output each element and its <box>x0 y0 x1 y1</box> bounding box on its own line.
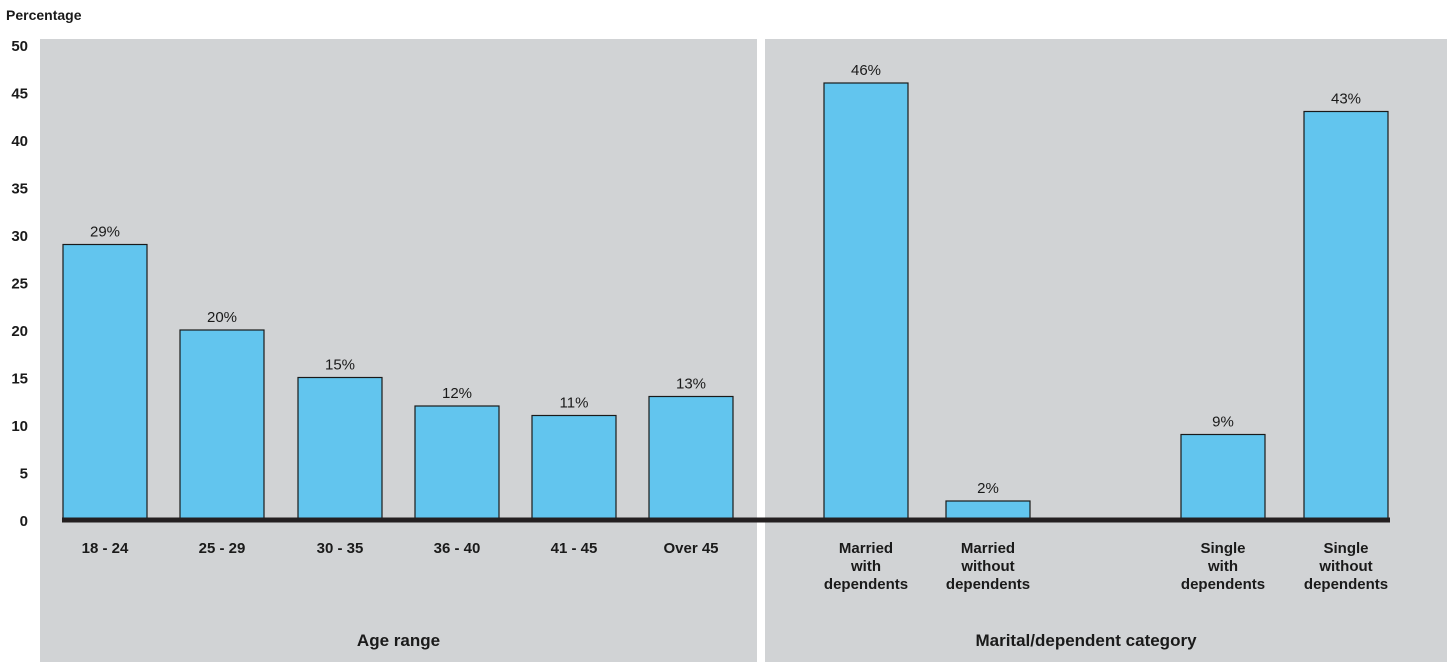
y-tick-label: 30 <box>11 228 28 245</box>
y-axis-ticks: 0 5 10 15 20 25 30 35 40 45 50 <box>11 38 28 530</box>
data-labels: 29% 20% 15% 12% 11% 13% 46% 2% 9% 43% <box>90 62 1361 497</box>
y-tick-label: 0 <box>20 513 28 530</box>
data-label: 11% <box>560 395 589 412</box>
y-tick-label: 15 <box>11 371 28 388</box>
panel-label: Marital/dependent category <box>975 631 1197 650</box>
y-tick-label: 35 <box>11 181 28 198</box>
data-label: 29% <box>90 224 120 241</box>
y-tick-label: 20 <box>11 323 28 340</box>
bar <box>414 405 500 521</box>
bar <box>1303 110 1389 521</box>
bar <box>823 82 909 521</box>
data-label: 43% <box>1331 91 1361 108</box>
bar <box>531 414 617 521</box>
category-label: Over 45 <box>663 540 718 557</box>
category-label: Married without dependents <box>946 540 1030 593</box>
y-axis-label: Percentage <box>6 7 82 23</box>
data-label: 2% <box>977 480 999 497</box>
y-tick-label: 40 <box>11 133 28 150</box>
data-label: 13% <box>676 376 706 393</box>
category-label: 25 - 29 <box>199 540 246 557</box>
y-tick-label: 10 <box>11 418 28 435</box>
panel-labels: Age range Marital/dependent category <box>357 631 1197 650</box>
bar <box>62 243 148 521</box>
y-tick-label: 25 <box>11 276 28 293</box>
category-label: 36 - 40 <box>434 540 481 557</box>
category-label: 30 - 35 <box>317 540 364 557</box>
bar <box>179 329 265 521</box>
data-label: 12% <box>442 385 472 402</box>
bar <box>648 395 734 521</box>
bar <box>945 500 1031 521</box>
data-label: 20% <box>207 309 237 326</box>
bars <box>62 82 1389 521</box>
category-label: 41 - 45 <box>551 540 598 557</box>
y-tick-label: 5 <box>20 466 28 483</box>
panel-background-1 <box>40 39 757 662</box>
y-tick-label: 45 <box>11 86 28 103</box>
category-label: Single without dependents <box>1304 540 1388 593</box>
data-label: 9% <box>1212 414 1234 431</box>
bar <box>297 376 383 521</box>
category-label: 18 - 24 <box>82 540 129 557</box>
data-label: 15% <box>325 357 355 374</box>
category-label: Married with dependents <box>824 540 908 593</box>
y-tick-label: 50 <box>11 38 28 55</box>
category-label: Single with dependents <box>1181 540 1265 593</box>
category-labels: 18 - 24 25 - 29 30 - 35 36 - 40 41 - 45 Over … <box>82 540 1388 593</box>
panel-label: Age range <box>357 631 440 650</box>
bar <box>1180 433 1266 521</box>
data-label: 46% <box>851 62 881 79</box>
